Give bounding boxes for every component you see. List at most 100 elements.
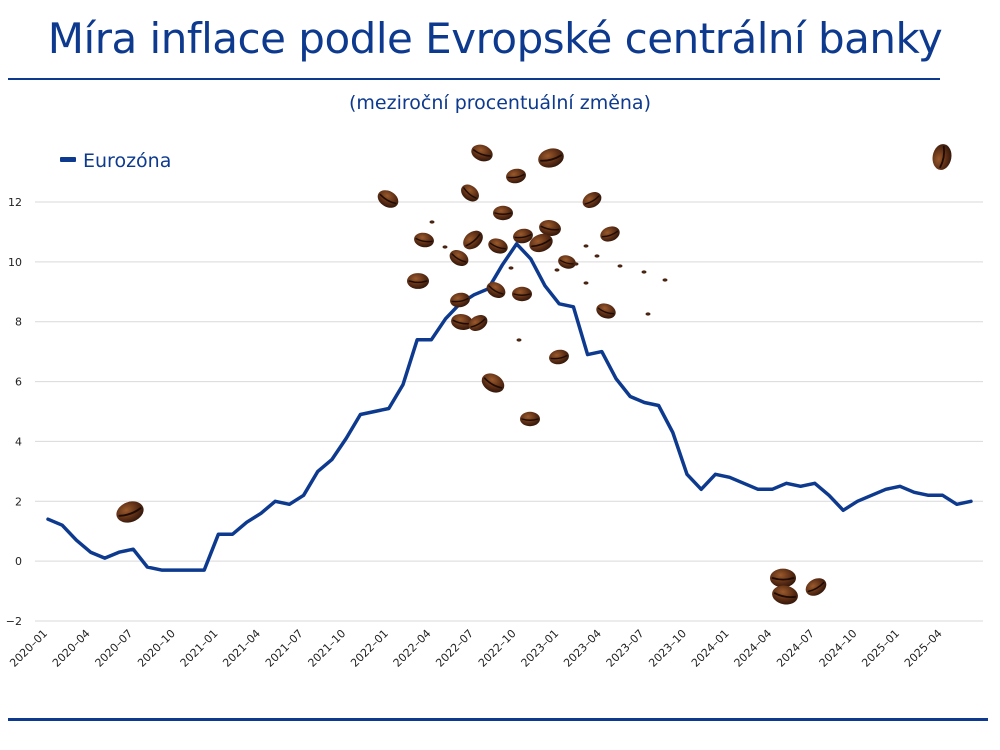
coffee-bean-icon xyxy=(471,144,493,162)
chart-title: Míra inflace podle Evropské centrální ba… xyxy=(47,14,943,63)
coffee-crumb xyxy=(508,266,514,270)
coffee-bean-icon xyxy=(538,148,564,168)
x-tick-label: 2021–10 xyxy=(306,627,349,670)
data-point xyxy=(799,485,802,488)
data-point xyxy=(345,437,348,440)
y-tick-label: −2 xyxy=(6,615,22,628)
x-tick-label: 2024–04 xyxy=(732,627,775,670)
coffee-crumb xyxy=(583,281,589,285)
data-point xyxy=(714,473,717,476)
data-point xyxy=(671,431,674,434)
x-tick-label: 2021–07 xyxy=(263,627,306,670)
data-point xyxy=(813,482,816,485)
coffee-bean-icon xyxy=(529,233,553,253)
data-point xyxy=(913,491,916,494)
coffee-bean-icon xyxy=(486,282,506,298)
data-point xyxy=(117,550,121,554)
data-point xyxy=(543,284,547,287)
chart-subtitle: (meziroční procentuální změna) xyxy=(349,92,651,114)
coffee-crumb xyxy=(516,338,522,342)
coffee-crumb xyxy=(554,268,560,272)
x-tick-label: 2025–01 xyxy=(859,627,902,670)
coffee-bean-icon xyxy=(488,238,508,254)
data-point xyxy=(174,568,177,572)
data-point xyxy=(898,485,902,488)
x-axis-ticks: 2020–01 2020–04 2020–07 2020–10 2021–01 2021–… xyxy=(7,627,944,670)
data-point xyxy=(842,509,845,512)
data-point xyxy=(46,518,50,521)
data-point xyxy=(302,494,305,497)
data-point xyxy=(416,338,419,341)
coffee-bean-icon xyxy=(407,273,429,289)
data-point xyxy=(515,242,518,246)
data-point xyxy=(728,476,731,479)
data-point xyxy=(146,565,149,569)
data-point xyxy=(884,488,887,491)
x-tick-label: 2023–07 xyxy=(604,627,647,670)
coffee-crumb xyxy=(617,264,623,268)
x-tick-label: 2024–01 xyxy=(689,627,732,670)
coffee-bean-icon xyxy=(805,578,827,596)
data-point xyxy=(685,473,689,476)
data-point xyxy=(316,470,319,473)
data-point xyxy=(941,494,944,497)
coffee-bean-icon xyxy=(414,232,434,248)
coffee-bean-icon xyxy=(116,501,144,523)
x-tick-label: 2022–07 xyxy=(433,627,476,670)
y-tick-label: 8 xyxy=(15,316,22,329)
data-point xyxy=(430,338,433,341)
coffee-bean-icon xyxy=(449,250,469,266)
series-line-eurozona xyxy=(46,242,973,572)
y-tick-label: 12 xyxy=(8,196,22,209)
data-point xyxy=(629,395,632,398)
series-layer xyxy=(46,242,973,572)
data-point xyxy=(472,293,476,296)
coffee-bean-icon xyxy=(513,228,533,244)
data-point xyxy=(600,350,603,353)
x-tick-label: 2022–01 xyxy=(348,627,391,670)
coffee-crumb xyxy=(594,254,600,258)
data-point xyxy=(529,257,532,261)
data-point xyxy=(259,512,263,515)
coffee-bean-icon xyxy=(596,303,616,319)
coffee-bean-icon xyxy=(520,411,540,427)
coffee-bean-icon xyxy=(549,349,569,365)
data-point xyxy=(742,482,745,485)
data-point xyxy=(785,482,788,485)
coffee-crumb xyxy=(645,312,651,316)
data-point xyxy=(955,503,958,506)
data-point xyxy=(401,383,405,386)
x-tick-label: 2023–10 xyxy=(646,627,689,670)
coffee-crumb xyxy=(641,270,647,274)
y-tick-label: 10 xyxy=(8,256,22,269)
data-point xyxy=(274,500,277,503)
data-point xyxy=(103,556,107,560)
coffee-crumb xyxy=(583,244,589,248)
coffee-bean-icon xyxy=(450,292,470,308)
coffee-bean-icon xyxy=(463,230,483,250)
coffee-bean-icon xyxy=(493,205,513,221)
data-point xyxy=(771,488,774,491)
coffee-bean-icon xyxy=(461,184,479,202)
y-axis-ticks: −2 0 2 4 6 8 10 12 xyxy=(6,196,22,628)
coffee-bean-icon xyxy=(558,255,576,269)
y-tick-label: 2 xyxy=(15,495,22,508)
coffee-bean-icon xyxy=(377,190,399,208)
data-point xyxy=(700,488,703,491)
x-tick-label: 2024–10 xyxy=(817,627,860,670)
x-tick-label: 2020–10 xyxy=(135,627,178,670)
x-tick-label: 2020–04 xyxy=(50,627,93,670)
data-point xyxy=(160,568,163,572)
y-tick-label: 6 xyxy=(15,376,22,389)
legend-swatch xyxy=(60,157,76,162)
data-point xyxy=(501,263,504,267)
coffee-bean-icon xyxy=(600,226,620,242)
coffee-bean-icon xyxy=(770,568,796,588)
data-point xyxy=(572,305,575,308)
coffee-bean-icon xyxy=(772,585,798,605)
data-point xyxy=(188,568,192,572)
legend-label-eurozona: Eurozóna xyxy=(83,150,171,172)
data-point xyxy=(856,500,859,503)
title-divider xyxy=(8,78,940,80)
